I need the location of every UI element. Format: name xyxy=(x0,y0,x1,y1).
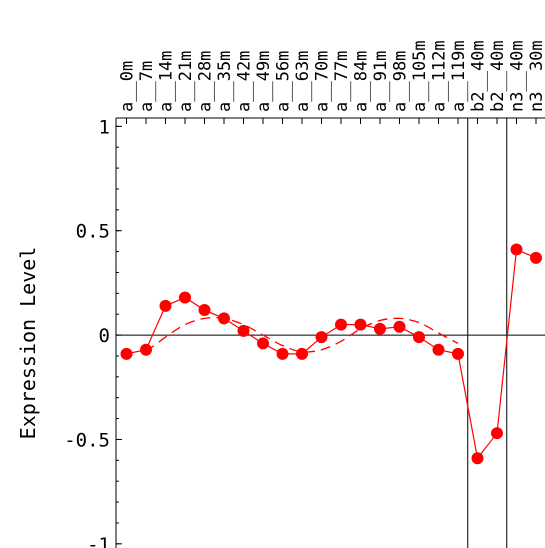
data-series xyxy=(120,243,542,465)
data-point xyxy=(374,322,386,335)
x-tick-label: a__35m xyxy=(215,51,235,112)
x-tick-label: a__105m xyxy=(410,40,430,112)
data-point xyxy=(140,343,152,356)
x-tick-label: a__70m xyxy=(313,51,333,112)
x-tick-label: b2__40m xyxy=(488,40,508,112)
x-tick-label: n3__30m xyxy=(527,40,545,112)
x-tick-label: a__77m xyxy=(332,51,352,112)
series-line xyxy=(126,248,537,460)
y-tick-label: 1 xyxy=(99,116,110,138)
x-tick-label: b2__40m xyxy=(469,40,489,112)
plot-frame xyxy=(115,117,545,548)
data-point xyxy=(296,347,308,360)
data-point xyxy=(120,347,133,360)
x-tick-label: a__42m xyxy=(235,51,255,112)
y-tick-label: -0.5 xyxy=(64,429,110,451)
x-tick-label: a__21m xyxy=(176,51,196,112)
data-point xyxy=(491,427,503,440)
x-tick-label: a__7m xyxy=(137,61,157,112)
data-point xyxy=(354,318,367,331)
data-point xyxy=(393,320,406,333)
data-point xyxy=(471,452,484,465)
y-tick-label: -1 xyxy=(87,534,110,548)
data-point xyxy=(257,337,269,350)
x-tick-label: a__28m xyxy=(196,51,216,112)
data-point xyxy=(179,291,191,304)
x-tick-label: a__98m xyxy=(391,51,411,112)
y-tick-label: 0 xyxy=(99,325,110,347)
data-point xyxy=(413,331,425,344)
data-point xyxy=(510,243,523,256)
data-point xyxy=(198,304,211,317)
y-tick-label: 0.5 xyxy=(76,221,110,243)
data-point xyxy=(530,251,542,264)
y-axis: 1 0.5 0 -0.5 -1 xyxy=(64,116,122,548)
data-point xyxy=(276,347,289,360)
data-point xyxy=(237,324,250,337)
data-point xyxy=(159,299,172,312)
data-point xyxy=(315,331,328,344)
x-tick-label: a__84m xyxy=(352,51,372,112)
x-tick-label: a__56m xyxy=(274,51,294,112)
data-point xyxy=(452,347,464,360)
x-tick-label: a__0m xyxy=(118,61,138,112)
group-separators xyxy=(467,118,508,548)
x-tick-label: n3__40m xyxy=(508,40,528,112)
x-tick-label: a__119m xyxy=(449,40,469,112)
x-tick-label: a__49m xyxy=(254,51,274,112)
x-tick-label: a__14m xyxy=(157,51,177,112)
data-point xyxy=(432,343,445,356)
data-point xyxy=(335,318,347,331)
x-tick-label: a__91m xyxy=(371,51,391,112)
x-tick-label: a__112m xyxy=(430,40,450,112)
x-tick-label: a__63m xyxy=(293,51,313,112)
y-axis-title: Expression Level xyxy=(16,247,40,440)
x-axis: a__0m a__7m a__14m a__21m a__28m a__35m a__42m… xyxy=(118,40,545,124)
